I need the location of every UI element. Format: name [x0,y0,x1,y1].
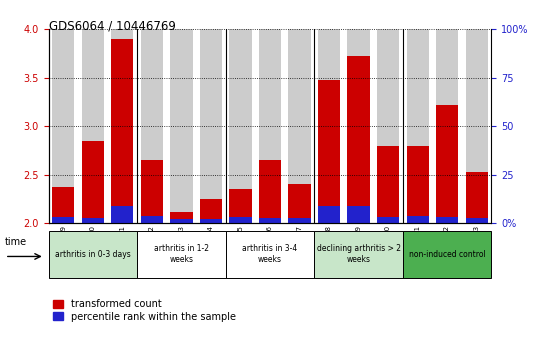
Bar [377,146,399,223]
Bar [288,219,310,223]
Bar [259,160,281,223]
Bar [288,29,310,223]
Bar [111,206,133,223]
FancyBboxPatch shape [137,231,226,278]
Bar [230,29,252,223]
Bar [407,216,429,223]
Bar [52,217,75,223]
Bar [436,29,458,223]
Bar [230,217,252,223]
Text: arthritis in 3-4
weeks: arthritis in 3-4 weeks [242,244,298,264]
Text: non-induced control: non-induced control [409,250,485,258]
Bar [141,29,163,223]
Bar [200,199,222,223]
FancyBboxPatch shape [49,231,137,278]
Bar [230,189,252,223]
Bar [111,29,133,223]
Bar [436,217,458,223]
Bar [436,105,458,223]
Bar [348,206,369,223]
FancyBboxPatch shape [403,231,491,278]
Bar [200,219,222,223]
Bar [318,206,340,223]
Bar [348,56,369,223]
Bar [52,29,75,223]
FancyBboxPatch shape [226,231,314,278]
Bar [259,29,281,223]
Legend: transformed count, percentile rank within the sample: transformed count, percentile rank withi… [53,299,236,322]
Bar [465,29,488,223]
Text: arthritis in 0-3 days: arthritis in 0-3 days [55,250,131,258]
Bar [465,219,488,223]
Bar [377,217,399,223]
Bar [52,187,75,223]
Bar [82,219,104,223]
Bar [141,216,163,223]
Bar [318,79,340,223]
Bar [407,29,429,223]
FancyBboxPatch shape [314,231,403,278]
Bar [171,219,192,223]
Bar [171,29,192,223]
Text: GDS6064 / 10446769: GDS6064 / 10446769 [49,20,176,33]
Bar [82,29,104,223]
Bar [200,29,222,223]
Bar [318,29,340,223]
Bar [407,146,429,223]
Bar [82,141,104,223]
Bar [171,212,192,223]
Bar [141,160,163,223]
Bar [288,184,310,223]
Bar [377,29,399,223]
Bar [259,219,281,223]
Text: arthritis in 1-2
weeks: arthritis in 1-2 weeks [154,244,209,264]
Bar [465,172,488,223]
Text: declining arthritis > 2
weeks: declining arthritis > 2 weeks [316,244,401,264]
Bar [348,29,369,223]
Text: time: time [5,237,27,247]
Bar [111,39,133,223]
